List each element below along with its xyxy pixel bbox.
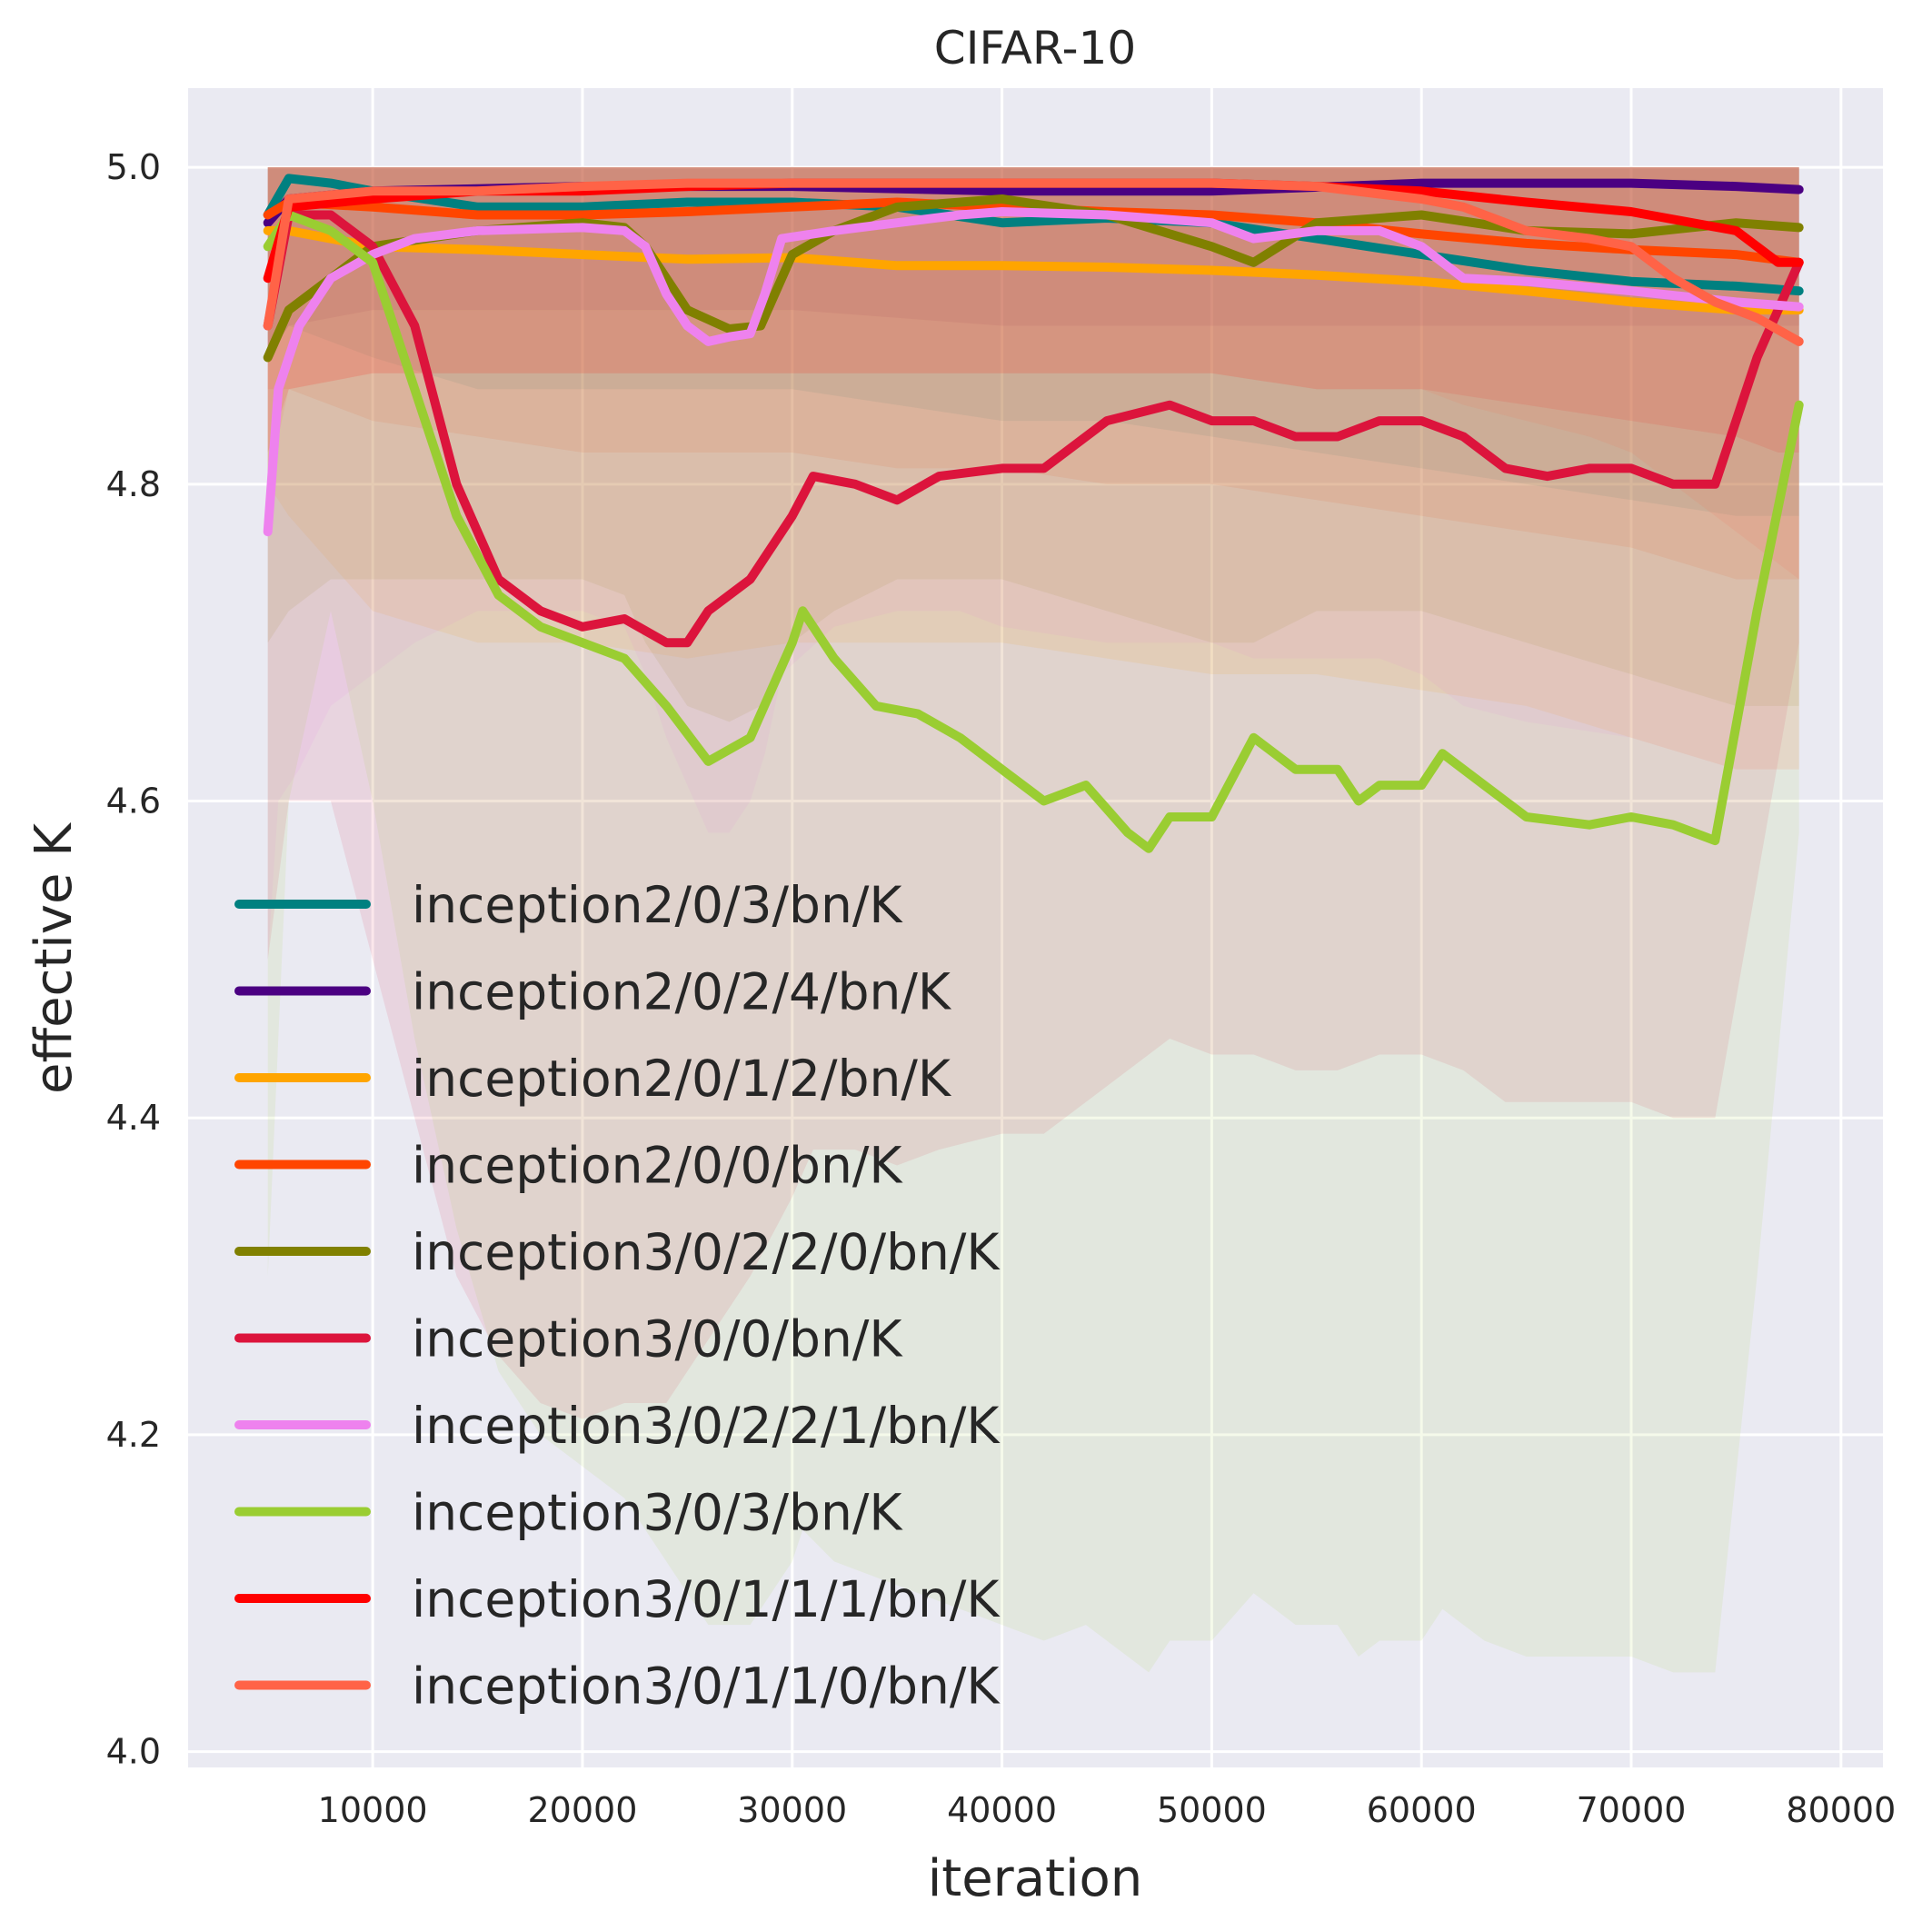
series-line — [263, 207, 1804, 537]
legend: inception2/0/3/bn/K inception2/0/2/4/bn/K… — [234, 876, 1001, 1716]
confidence-band — [267, 167, 1799, 722]
legend-entry: inception3/0/2/2/1/bn/K — [412, 1397, 1001, 1455]
confidence-band — [267, 167, 1799, 580]
series-line — [263, 210, 1804, 853]
x-tick-label: 50000 — [1157, 1790, 1267, 1830]
series-line — [263, 225, 1804, 315]
series-line — [263, 178, 1804, 346]
x-tick-label: 40000 — [947, 1790, 1057, 1830]
x-tick-label: 10000 — [318, 1790, 428, 1830]
legend-entry: inception3/0/1/1/0/bn/K — [412, 1657, 1001, 1716]
series-lines — [263, 174, 1804, 853]
x-tick-label: 80000 — [1786, 1790, 1896, 1830]
legend-entry: inception2/0/2/4/bn/K — [412, 963, 952, 1021]
x-axis-ticks: 10000 20000 30000 40000 50000 60000 70000 80000 — [318, 1790, 1897, 1830]
y-tick-label: 4.6 — [106, 781, 161, 821]
y-axis-ticks: 4.0 4.2 4.4 4.6 4.8 5.0 — [106, 147, 161, 1771]
legend-entry: inception3/0/1/1/1/bn/K — [412, 1570, 1001, 1628]
confidence-band — [267, 167, 1799, 580]
legend-entry: inception3/0/3/bn/K — [412, 1484, 903, 1542]
legend-entry: inception3/0/0/bn/K — [412, 1310, 903, 1369]
series-line — [263, 197, 1804, 267]
plot-background — [188, 88, 1883, 1767]
y-tick-label: 4.0 — [106, 1732, 161, 1772]
x-tick-label: 20000 — [527, 1790, 637, 1830]
y-tick-label: 4.8 — [106, 464, 161, 504]
x-tick-label: 30000 — [737, 1790, 847, 1830]
series-line — [263, 210, 1804, 648]
y-tick-label: 4.4 — [106, 1098, 161, 1138]
legend-entry: inception2/0/0/bn/K — [412, 1137, 903, 1195]
y-axis-label: effective K — [25, 822, 84, 1094]
confidence-band — [267, 167, 1799, 453]
y-tick-label: 4.2 — [106, 1415, 161, 1455]
chart-title: CIFAR-10 — [934, 22, 1136, 75]
x-axis-label: iteration — [928, 1849, 1143, 1908]
legend-entry: inception2/0/1/2/bn/K — [412, 1050, 952, 1108]
x-tick-label: 70000 — [1577, 1790, 1687, 1830]
confidence-band — [267, 167, 1799, 1673]
x-tick-label: 60000 — [1367, 1790, 1477, 1830]
legend-entry: inception2/0/3/bn/K — [412, 876, 903, 934]
y-tick-label: 5.0 — [106, 147, 161, 187]
legend-entry: inception3/0/2/2/0/bn/K — [412, 1223, 1001, 1281]
grid-lines — [188, 88, 1883, 1767]
confidence-band — [267, 167, 1799, 960]
